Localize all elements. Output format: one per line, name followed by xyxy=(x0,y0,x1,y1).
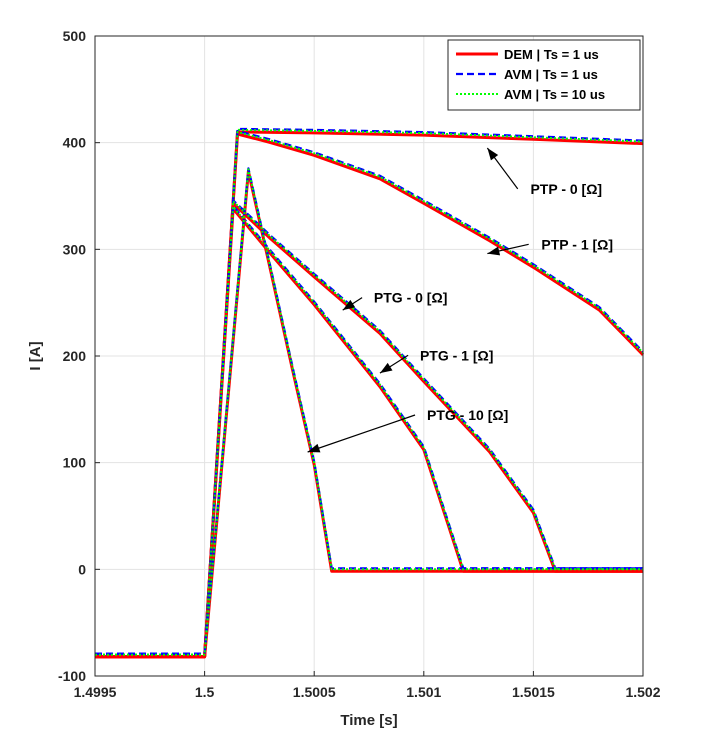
x-tick-label: 1.501 xyxy=(406,684,441,700)
y-tick-label: 200 xyxy=(63,348,87,364)
annotations: PTP - 0 [Ω] PTP - 1 [Ω] PTG - 0 [Ω] PTG - 1… xyxy=(307,147,613,453)
annotation-label: PTG - 1 [Ω] xyxy=(420,347,493,363)
annotation-label: PTG - 0 [Ω] xyxy=(374,290,447,306)
legend-label: DEM | Ts = 1 us xyxy=(504,47,599,62)
annotation: PTG - 10 [Ω] xyxy=(307,407,508,453)
x-tick-label: 1.502 xyxy=(625,684,660,700)
annotation: PTG - 0 [Ω] xyxy=(342,290,447,311)
legend: DEM | Ts = 1 us AVM | Ts = 1 us AVM | Ts =… xyxy=(447,39,641,111)
x-axis-label: Time [s] xyxy=(340,712,397,729)
y-axis-label: I [A] xyxy=(27,341,44,370)
case-curves xyxy=(95,204,643,659)
annotation: PTP - 1 [Ω] xyxy=(487,236,613,256)
annotation-arrowhead xyxy=(342,299,356,311)
y-tick-label: 100 xyxy=(63,455,87,471)
x-tick-label: 1.4995 xyxy=(74,684,117,700)
curves xyxy=(95,127,645,659)
annotation-label: PTP - 0 [Ω] xyxy=(530,181,602,197)
series-line xyxy=(95,167,643,655)
series-line xyxy=(95,205,643,656)
annotation-label: PTG - 10 [Ω] xyxy=(427,407,508,423)
annotation-label: PTP - 1 [Ω] xyxy=(541,236,613,252)
series-line xyxy=(95,168,643,656)
legend-label: AVM | Ts = 1 us xyxy=(504,67,598,82)
annotation-arrowhead xyxy=(487,246,501,256)
annotation-arrowhead xyxy=(487,148,499,161)
legend-label: AVM | Ts = 10 us xyxy=(504,87,605,102)
annotation-arrow-line xyxy=(307,414,416,453)
annotation: PTP - 0 [Ω] xyxy=(486,147,602,197)
series-line xyxy=(95,129,644,655)
y-tick-label: -100 xyxy=(58,668,86,684)
x-tick-label: 1.5 xyxy=(195,684,215,700)
case-curves xyxy=(95,167,643,659)
ticks: 1.4995 1.5 1.5005 1.501 1.5015 1.502 -100 0 100 2… xyxy=(58,28,661,700)
y-tick-label: 500 xyxy=(63,28,87,44)
y-tick-label: 400 xyxy=(63,135,87,151)
y-tick-label: 0 xyxy=(78,561,86,577)
x-tick-label: 1.5015 xyxy=(512,684,555,700)
y-tick-label: 300 xyxy=(63,241,87,257)
annotation-arrowhead xyxy=(307,443,321,453)
annotation-arrowhead xyxy=(379,362,393,374)
annotation: PTG - 1 [Ω] xyxy=(379,347,493,374)
x-tick-label: 1.5005 xyxy=(293,684,336,700)
